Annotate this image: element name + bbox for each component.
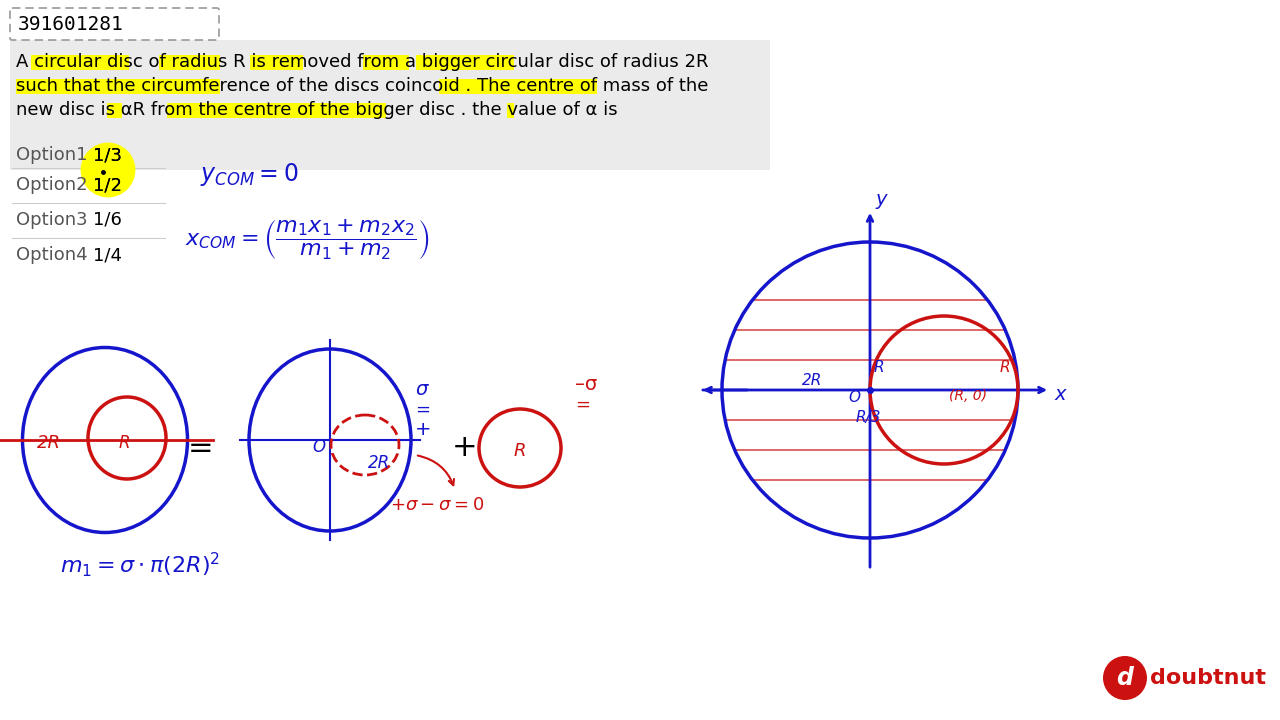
Text: 1/3: 1/3 bbox=[93, 146, 122, 164]
Text: =: = bbox=[188, 433, 214, 462]
FancyBboxPatch shape bbox=[10, 8, 219, 40]
Text: R/3: R/3 bbox=[856, 410, 882, 425]
Text: doubtnut: doubtnut bbox=[1149, 668, 1266, 688]
Text: –σ: –σ bbox=[575, 375, 598, 394]
Text: Option4: Option4 bbox=[15, 246, 87, 264]
Bar bbox=[15, 79, 220, 94]
Text: 1/4: 1/4 bbox=[93, 246, 122, 264]
Text: 2R: 2R bbox=[37, 434, 61, 452]
Bar bbox=[364, 55, 408, 71]
Text: 2R: 2R bbox=[369, 454, 390, 472]
Text: R: R bbox=[874, 360, 884, 375]
Bar bbox=[250, 55, 303, 71]
Text: R: R bbox=[1000, 360, 1011, 375]
Text: =: = bbox=[575, 396, 590, 414]
Text: $+\sigma-\sigma=0$: $+\sigma-\sigma=0$ bbox=[390, 496, 484, 514]
Text: y: y bbox=[876, 190, 887, 209]
Text: σ: σ bbox=[415, 380, 428, 399]
Text: =: = bbox=[415, 401, 430, 419]
Bar bbox=[439, 79, 598, 94]
Text: Option3: Option3 bbox=[15, 211, 87, 229]
Text: $y_{COM}=0$: $y_{COM}=0$ bbox=[200, 161, 298, 189]
Bar bbox=[166, 103, 387, 118]
Text: $m_1 = \sigma\cdot\pi(2R)^2$: $m_1 = \sigma\cdot\pi(2R)^2$ bbox=[60, 551, 220, 580]
Text: O: O bbox=[849, 390, 860, 405]
Text: 1/2: 1/2 bbox=[93, 176, 122, 194]
Text: R: R bbox=[119, 434, 131, 452]
Text: d: d bbox=[1116, 666, 1133, 690]
Text: (R, 0): (R, 0) bbox=[948, 389, 987, 403]
Bar bbox=[10, 40, 771, 170]
Text: 1/3: 1/3 bbox=[93, 146, 122, 164]
Text: new disc is αR from the centre of the bigger disc . the value of α is: new disc is αR from the centre of the bi… bbox=[15, 101, 618, 119]
Bar bbox=[416, 55, 515, 71]
Text: 1/6: 1/6 bbox=[93, 211, 122, 229]
Text: 1/2: 1/2 bbox=[93, 176, 122, 194]
Bar bbox=[160, 55, 220, 71]
Circle shape bbox=[82, 144, 134, 196]
Text: 2R: 2R bbox=[803, 373, 822, 388]
Text: R: R bbox=[515, 442, 526, 460]
Text: +: + bbox=[452, 433, 477, 462]
Text: Option2: Option2 bbox=[15, 176, 87, 194]
Text: A circular disc of radius R is removed from a bigger circular disc of radius 2R: A circular disc of radius R is removed f… bbox=[15, 53, 709, 71]
Text: 391601281: 391601281 bbox=[18, 14, 124, 34]
Text: such that the circumference of the discs coincoid . The centre of mass of the: such that the circumference of the discs… bbox=[15, 77, 708, 95]
Bar bbox=[507, 103, 515, 118]
Bar bbox=[106, 103, 122, 118]
Text: $x_{COM}=\left(\dfrac{m_1x_1+m_2x_2}{m_1+m_2}\right)$: $x_{COM}=\left(\dfrac{m_1x_1+m_2x_2}{m_1… bbox=[186, 218, 430, 262]
Text: x: x bbox=[1055, 384, 1066, 403]
Text: Option1: Option1 bbox=[15, 146, 87, 164]
Circle shape bbox=[1103, 656, 1147, 700]
Text: +: + bbox=[415, 420, 431, 439]
Text: O: O bbox=[312, 438, 325, 456]
Bar bbox=[31, 55, 129, 71]
